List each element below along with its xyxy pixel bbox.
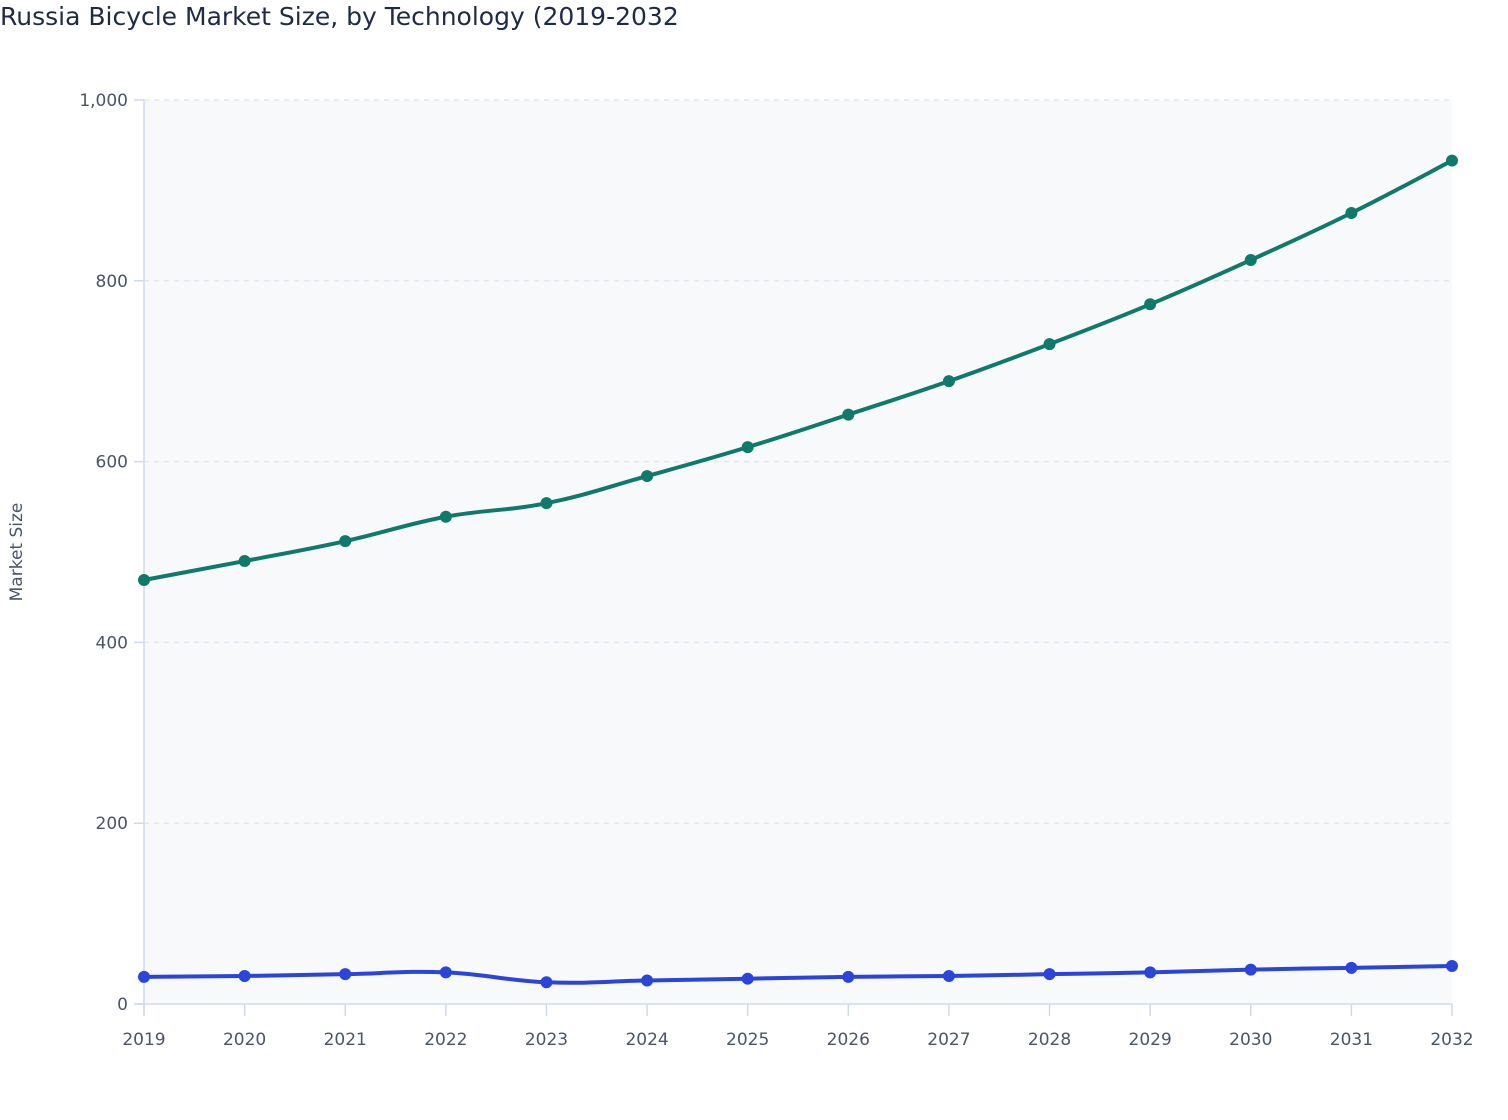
series-2-point — [1446, 960, 1458, 973]
series-1-point — [540, 497, 553, 510]
x-tick-label: 2030 — [1229, 1030, 1272, 1050]
series-2-point — [238, 969, 251, 982]
series-1-point — [339, 535, 352, 548]
series-2-point — [1345, 961, 1358, 974]
series-2-point — [439, 966, 452, 979]
series-2-point — [1244, 963, 1257, 976]
chart-title: Russia Bicycle Market Size, by Technolog… — [0, 2, 679, 31]
series-1-point — [942, 375, 955, 388]
x-tick-label: 2028 — [1028, 1030, 1071, 1050]
series-1-point — [1144, 298, 1157, 311]
series-2-line — [143, 964, 1453, 985]
series-2-point — [1144, 966, 1157, 979]
y-tick-label: 0 — [117, 995, 128, 1015]
series-1-point — [1244, 254, 1257, 267]
series-2-point — [741, 972, 754, 985]
x-tick-label: 2020 — [223, 1030, 266, 1050]
x-tick-label: 2019 — [122, 1030, 165, 1050]
series-1-point — [641, 470, 654, 483]
series-2-point — [540, 976, 553, 989]
series-1-point — [238, 555, 251, 568]
series-1-line — [143, 158, 1453, 582]
series-1-point — [1043, 338, 1056, 351]
x-tick-label: 2023 — [525, 1030, 568, 1050]
series-1-point — [741, 441, 754, 454]
axes: 0 200 400 600 800 1,000 2019 2020 2021 2022 2023 20… — [79, 91, 1473, 1050]
series-lines — [138, 154, 1458, 989]
series-2-point — [942, 969, 955, 982]
x-tick-label: 2032 — [1430, 1030, 1473, 1050]
y-axis-label: Market Size — [7, 503, 27, 602]
y-tick-label: 200 — [96, 814, 128, 834]
series-1-point — [439, 510, 452, 523]
grid — [144, 99, 1452, 1004]
series-1-point — [842, 408, 855, 421]
x-tick-label: 2021 — [324, 1030, 367, 1050]
series-1-point — [1345, 207, 1358, 219]
series-2-point — [339, 968, 352, 981]
y-tick-label: 1,000 — [79, 91, 128, 111]
plot-background — [144, 100, 1452, 1004]
x-tick-label: 2022 — [424, 1030, 467, 1050]
series-2-point — [1043, 968, 1056, 981]
x-tick-label: 2025 — [726, 1030, 769, 1050]
x-tick-label: 2027 — [927, 1030, 970, 1050]
x-tick-label: 2029 — [1129, 1030, 1172, 1050]
y-tick-label: 400 — [96, 633, 128, 653]
series-2-point — [641, 974, 654, 987]
x-tick-label: 2031 — [1330, 1030, 1373, 1050]
series-1-point — [138, 574, 150, 587]
y-tick-label: 800 — [96, 272, 128, 292]
series-2-point — [842, 970, 855, 983]
x-tick-label: 2024 — [625, 1030, 668, 1050]
series-1-point — [1446, 154, 1458, 167]
series-2-point — [138, 970, 150, 983]
x-tick-label: 2026 — [827, 1030, 870, 1050]
y-tick-label: 600 — [96, 453, 128, 473]
